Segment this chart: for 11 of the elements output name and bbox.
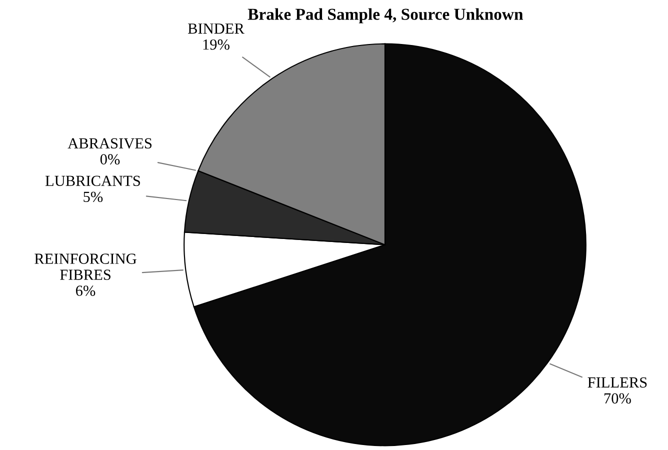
slice-label: LUBRICANTS [45,176,140,186]
text: 0% [100,154,120,165]
data-label: 5% [84,192,103,202]
slice-label: REINFORCING FIBRES [34,254,136,280]
chart-title: Brake Pad Sample 4, Source Unknown [248,8,524,24]
slice-label: BINDER [188,24,244,34]
data-label: 19% [203,39,230,50]
category-label: ABRASIVES [68,138,152,149]
data-label: 70% [604,393,631,404]
slice-label: FILLERS [588,377,647,388]
data-label: 6% [76,286,96,296]
